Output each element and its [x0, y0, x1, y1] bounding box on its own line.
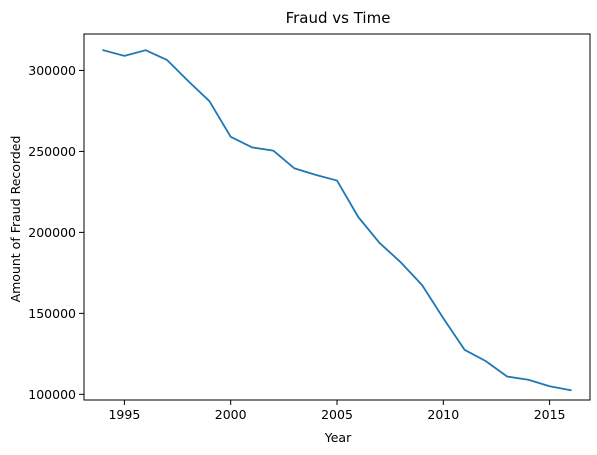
x-tick-label: 2005 — [321, 407, 353, 422]
y-tick-label: 200000 — [28, 225, 76, 240]
y-tick-label: 100000 — [28, 387, 76, 402]
y-tick-label: 300000 — [28, 63, 76, 78]
chart-title: Fraud vs Time — [286, 9, 391, 27]
series-line-0 — [102, 49, 572, 392]
x-tick-label: 2000 — [215, 407, 247, 422]
x-tick-label: 2010 — [427, 407, 459, 422]
plot-area — [83, 33, 591, 401]
y-axis-ticks: 100000 150000 200000 250000 300000 — [28, 63, 84, 402]
x-tick-label: 2015 — [534, 407, 566, 422]
x-axis-label: Year — [324, 430, 352, 445]
plot-frame — [83, 33, 591, 401]
y-tick-label: 150000 — [28, 306, 76, 321]
y-axis-label: Amount of Fraud Recorded — [8, 136, 23, 303]
x-axis-ticks: 1995 2000 2005 2010 2015 — [108, 400, 566, 422]
x-tick-label: 1995 — [108, 407, 140, 422]
y-tick-label: 250000 — [28, 144, 76, 159]
